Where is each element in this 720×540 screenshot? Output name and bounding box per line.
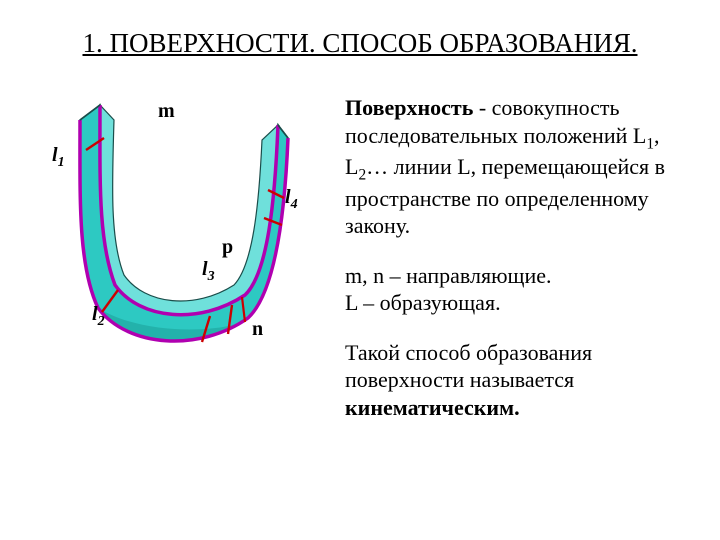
p3-bold: кинематическим.: [345, 395, 520, 420]
p1-sub1: 1: [646, 135, 654, 152]
label-n: n: [252, 318, 263, 341]
paragraph-3: Такой способ образования поверхности наз…: [345, 339, 705, 422]
label-m: m: [158, 100, 175, 123]
label-l1-sub: 1: [58, 155, 65, 170]
label-p: p: [222, 236, 233, 259]
label-l4-sub: 4: [291, 197, 298, 212]
page-title: 1. ПОВЕРХНОСТИ. СПОСОБ ОБРАЗОВАНИЯ.: [0, 28, 720, 59]
label-l3-sub: 3: [208, 269, 215, 284]
surface-svg: [30, 90, 330, 370]
label-l2: l2: [92, 303, 105, 330]
p1-sub2: 2: [358, 167, 366, 184]
label-l2-sub: 2: [98, 314, 105, 329]
surface-figure: m l1 l4 p l3 l2 n: [30, 90, 330, 370]
label-l1: l1: [52, 144, 65, 171]
definition-text: Поверхность - совокупность последователь…: [345, 94, 705, 443]
label-l3: l3: [202, 258, 215, 285]
p2-line1: m, n – направляющие.: [345, 263, 552, 288]
p3-line1: Такой способ образования поверхности наз…: [345, 340, 592, 393]
p1-part3: … линии L, перемещающейся в пространстве…: [345, 154, 665, 238]
label-l4: l4: [285, 186, 298, 213]
paragraph-1: Поверхность - совокупность последователь…: [345, 94, 705, 240]
p2-line2: L – образующая.: [345, 290, 501, 315]
term-surface: Поверхность: [345, 95, 473, 120]
paragraph-2: m, n – направляющие. L – образующая.: [345, 262, 705, 317]
surface-back-face: [100, 105, 278, 315]
